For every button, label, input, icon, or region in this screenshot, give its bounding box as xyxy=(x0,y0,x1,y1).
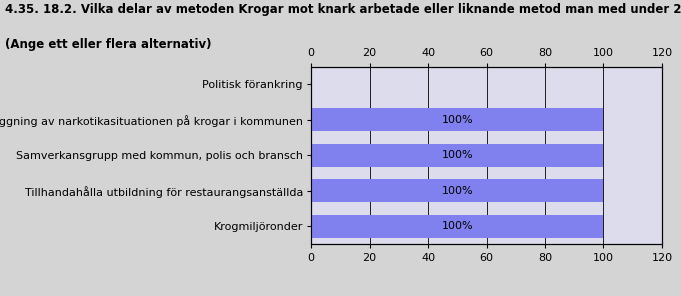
Bar xyxy=(311,144,603,167)
Text: 100%: 100% xyxy=(441,221,473,231)
Bar xyxy=(311,215,603,238)
Bar xyxy=(311,108,603,131)
Text: 100%: 100% xyxy=(441,186,473,196)
Text: 100%: 100% xyxy=(441,115,473,125)
Text: 4.35. 18.2. Vilka delar av metoden Krogar mot knark arbetade eller liknande meto: 4.35. 18.2. Vilka delar av metoden Kroga… xyxy=(5,3,681,16)
Text: 100%: 100% xyxy=(441,150,473,160)
Bar xyxy=(311,179,603,202)
Text: (Ange ett eller flera alternativ): (Ange ett eller flera alternativ) xyxy=(5,38,212,52)
